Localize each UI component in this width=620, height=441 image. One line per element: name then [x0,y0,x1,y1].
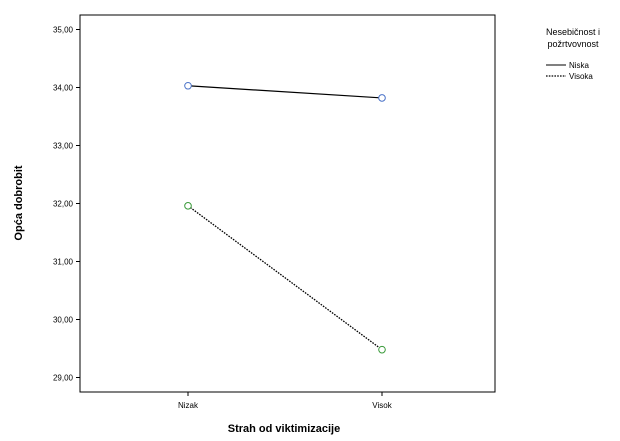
y-tick-label: 33,00 [53,142,74,151]
y-tick-label: 34,00 [53,84,74,93]
y-tick-label: 35,00 [53,26,74,35]
legend-entry-niska: Niska [569,61,590,70]
legend-title-line-1: Nesebičnost i [546,27,600,37]
x-tick-label: Nizak [178,401,199,410]
y-axis: 29,00 30,00 31,00 32,00 33,00 34,00 35,00 [53,26,80,383]
data-point-visoka [184,202,192,210]
y-tick-label: 30,00 [53,316,74,325]
data-point-niska [184,81,192,90]
plot-frame [79,14,496,393]
y-tick-label: 31,00 [53,258,74,267]
legend: Nesebičnost i požrtvovnost Niska Visoka [546,27,600,81]
series-line-niska [187,85,383,99]
legend-entry-visoka: Visoka [569,72,593,81]
series-layer [184,81,386,354]
series-line-visoka [187,205,383,351]
data-point-niska [378,94,386,102]
y-tick-label: 29,00 [53,374,74,383]
x-axis: Nizak Visok [178,392,393,410]
y-axis-title: Opća dobrobit [13,165,25,241]
x-tick-label: Visok [372,401,392,410]
legend-title-line-2: požrtvovnost [547,39,599,49]
data-point-visoka [378,345,386,354]
x-axis-title: Strah od viktimizacije [228,423,340,435]
y-tick-label: 32,00 [53,200,74,209]
